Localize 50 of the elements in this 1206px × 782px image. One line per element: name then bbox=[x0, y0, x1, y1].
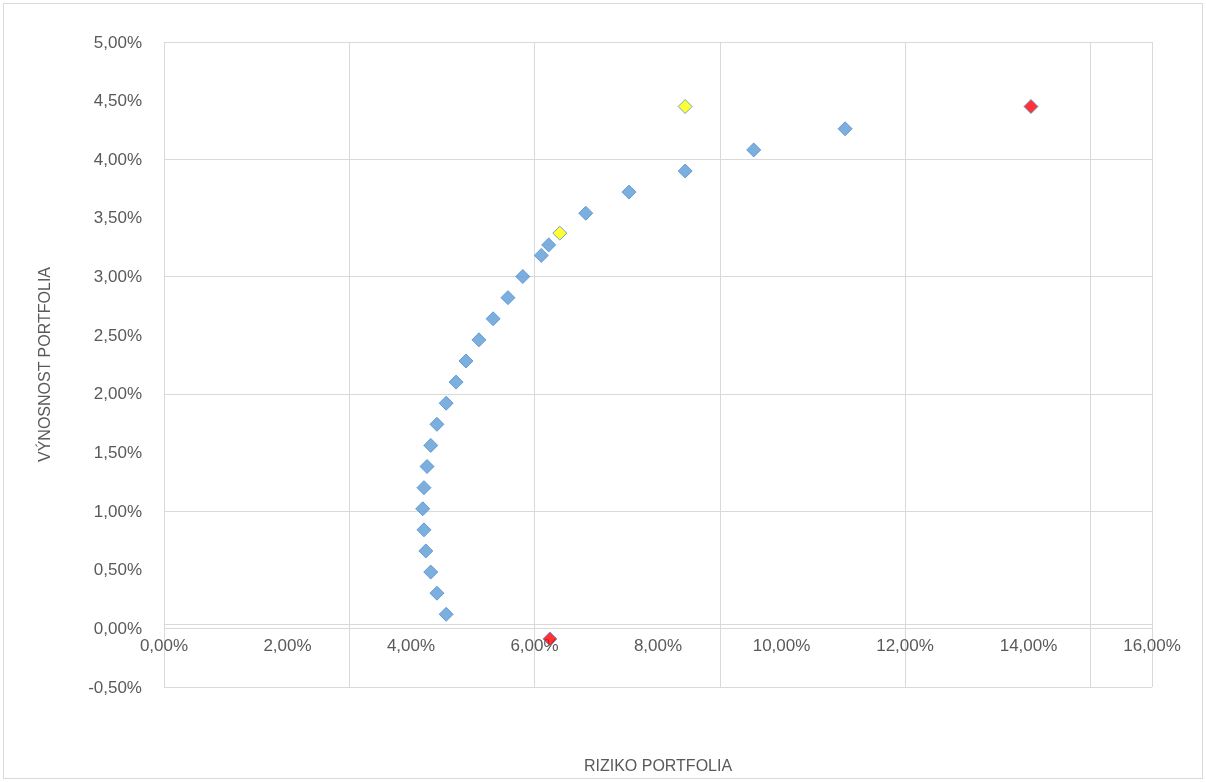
x-tick-label: 6,00% bbox=[510, 635, 559, 655]
x-axis-title: RIZIKO PORTFOLIA bbox=[583, 756, 733, 774]
point bbox=[438, 606, 454, 622]
point bbox=[578, 205, 594, 221]
y-tick-label: 3,50% bbox=[93, 208, 142, 228]
point bbox=[677, 163, 693, 179]
point bbox=[418, 543, 434, 559]
point bbox=[515, 269, 531, 285]
point bbox=[533, 247, 549, 263]
point bbox=[485, 311, 501, 327]
y-tick-label: 4,00% bbox=[93, 149, 142, 169]
point bbox=[423, 437, 439, 453]
point bbox=[419, 459, 435, 475]
y-tick-label: 1,00% bbox=[93, 501, 142, 521]
point bbox=[416, 480, 432, 496]
y-tick-label: 2,00% bbox=[93, 384, 142, 404]
y-tick-label: 4,50% bbox=[93, 91, 142, 111]
y-tick-label: -0,50% bbox=[88, 677, 142, 697]
point bbox=[438, 395, 454, 411]
x-tick-label: 12,00% bbox=[876, 635, 934, 655]
x-tick-label: 16,00% bbox=[1123, 635, 1181, 655]
y-tick-label: 2,50% bbox=[93, 325, 142, 345]
y-tick-label: 0,50% bbox=[93, 560, 142, 580]
x-tick-label: 10,00% bbox=[752, 635, 811, 655]
y-tick-label: 5,00% bbox=[93, 32, 142, 52]
point bbox=[552, 225, 568, 241]
point bbox=[621, 184, 637, 200]
point bbox=[541, 237, 557, 253]
point bbox=[746, 142, 762, 158]
point bbox=[471, 332, 487, 348]
point bbox=[423, 564, 439, 580]
y-tick-label: 0,00% bbox=[93, 618, 142, 638]
point bbox=[416, 522, 432, 538]
y-axis-title: VÝNOSNOST PORTFOLIA bbox=[34, 266, 53, 463]
point bbox=[458, 353, 474, 369]
point bbox=[448, 374, 464, 390]
point bbox=[677, 99, 693, 114]
y-tick-label: 3,00% bbox=[93, 267, 142, 287]
y-tick-label: 1,50% bbox=[93, 442, 142, 462]
x-tick-label: 14,00% bbox=[999, 635, 1058, 655]
point bbox=[500, 290, 516, 306]
point bbox=[429, 416, 445, 432]
x-tick-label: 2,00% bbox=[263, 635, 312, 655]
x-tick-label: 0,00% bbox=[139, 635, 189, 655]
x-tick-label: 8,00% bbox=[633, 635, 683, 655]
point bbox=[429, 585, 445, 601]
point bbox=[837, 121, 853, 137]
point bbox=[415, 501, 431, 517]
point bbox=[1023, 99, 1039, 114]
x-tick-label: 4,00% bbox=[386, 635, 436, 655]
